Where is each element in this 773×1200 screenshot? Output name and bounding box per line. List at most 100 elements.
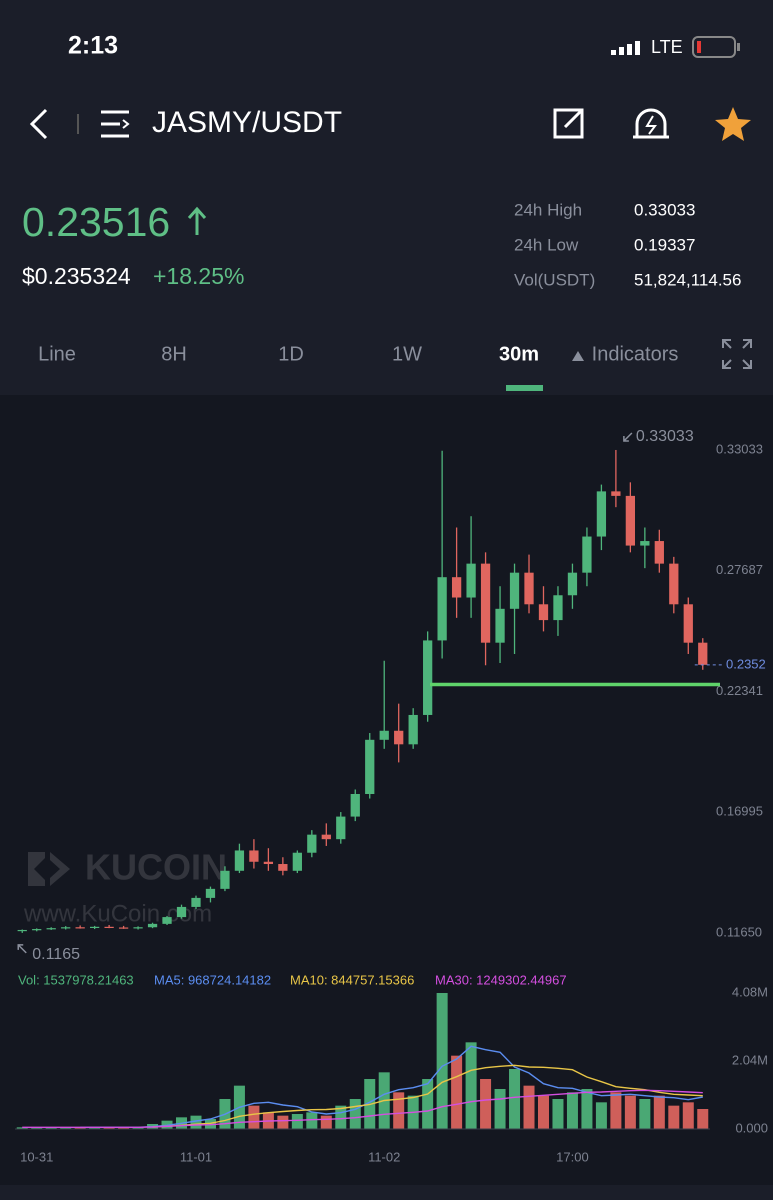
change-percent: +18.25% bbox=[153, 263, 244, 289]
candle-body bbox=[263, 861, 274, 865]
alert-button[interactable] bbox=[633, 108, 669, 139]
volume-bar bbox=[537, 1095, 549, 1129]
candle-body bbox=[17, 929, 27, 932]
status-time: 2:13 bbox=[68, 32, 118, 60]
candle-body bbox=[292, 852, 302, 871]
volume-bar bbox=[480, 1079, 492, 1129]
volume-bar bbox=[595, 1102, 607, 1129]
volume-bar bbox=[494, 1089, 506, 1129]
candle-body bbox=[611, 491, 621, 496]
pair-title[interactable]: JASMY/USDT bbox=[152, 106, 342, 139]
candle-body bbox=[75, 927, 85, 929]
candle-body bbox=[669, 563, 679, 605]
candle-body bbox=[162, 917, 172, 924]
volume-bar bbox=[552, 1099, 564, 1129]
candle-body bbox=[480, 563, 491, 643]
share-button[interactable] bbox=[553, 108, 584, 139]
candle-body bbox=[32, 929, 42, 931]
volume-bar bbox=[653, 1095, 665, 1129]
min-label: 0.1165 bbox=[32, 946, 80, 963]
volume-bar bbox=[335, 1105, 347, 1129]
candle-body bbox=[336, 816, 346, 840]
status-network: LTE bbox=[651, 37, 683, 57]
candle-body bbox=[524, 572, 534, 605]
volume-bar bbox=[31, 1127, 43, 1129]
back-button[interactable] bbox=[29, 108, 48, 140]
y-tick-label: 0.16995 bbox=[716, 804, 763, 819]
signal-icon bbox=[611, 41, 640, 55]
candle-body bbox=[46, 928, 56, 930]
candle-body bbox=[683, 604, 693, 643]
tab[interactable]: 1D bbox=[278, 343, 304, 365]
favorite-star[interactable] bbox=[715, 107, 751, 141]
candle-body bbox=[582, 536, 592, 573]
y-tick-label: 0.27687 bbox=[716, 562, 763, 577]
volume-bar bbox=[422, 1079, 434, 1129]
candle-body bbox=[118, 927, 129, 929]
volume-bar bbox=[639, 1099, 651, 1129]
volume-bar bbox=[451, 1055, 463, 1129]
volume-bar bbox=[697, 1109, 709, 1129]
candle-body bbox=[350, 794, 360, 817]
tab[interactable]: 1W bbox=[392, 343, 422, 365]
ma-line bbox=[152, 1064, 703, 1128]
fullscreen-button[interactable] bbox=[722, 339, 752, 369]
volume-bar bbox=[610, 1092, 622, 1129]
x-tick-label: 11-01 bbox=[180, 1149, 212, 1164]
tab[interactable]: 8H bbox=[161, 343, 187, 365]
stat-value: 0.33033 bbox=[634, 200, 695, 219]
tabs: Line 8H 1D 1W 30m Indicators bbox=[38, 343, 678, 365]
candle-body bbox=[104, 926, 114, 929]
volume-bar bbox=[89, 1127, 101, 1129]
volume-bar bbox=[103, 1127, 115, 1129]
candle-body bbox=[408, 714, 418, 745]
top-panel bbox=[0, 0, 773, 395]
watermark: KUCOIN www.KuCoin.com bbox=[23, 847, 227, 928]
tab-underline bbox=[506, 385, 543, 391]
candle-body bbox=[625, 495, 635, 546]
candle-body bbox=[466, 563, 476, 598]
stat-value: 0.19337 bbox=[634, 235, 695, 254]
candle-body bbox=[278, 864, 288, 871]
candle-body bbox=[394, 730, 404, 745]
ma-line bbox=[80, 1045, 703, 1129]
candle-body bbox=[509, 572, 520, 609]
menu-button[interactable] bbox=[101, 110, 130, 138]
y-tick-label: 0.11650 bbox=[716, 924, 762, 939]
volume-bar bbox=[45, 1127, 57, 1129]
tab[interactable]: Line bbox=[38, 343, 76, 365]
candle-body bbox=[147, 923, 158, 928]
bottom-strip bbox=[0, 1185, 773, 1200]
last-price: 0.23516 bbox=[22, 199, 170, 245]
tab[interactable]: Indicators bbox=[592, 343, 679, 365]
volume-bar bbox=[393, 1092, 405, 1129]
y-tick-label: 0.22341 bbox=[716, 683, 763, 698]
usd-price: $0.235324 bbox=[22, 263, 131, 289]
candle-body bbox=[234, 850, 245, 871]
tab[interactable]: 30m bbox=[499, 343, 539, 365]
candle-body bbox=[220, 870, 230, 889]
ma-legend: MA10: 844757.15366 bbox=[290, 972, 414, 987]
volume-bar bbox=[16, 1127, 28, 1129]
ma-legend: MA5: 968724.14182 bbox=[154, 972, 271, 987]
volume-bar bbox=[349, 1099, 361, 1129]
candle-body bbox=[365, 739, 375, 795]
stats: 24h High 0.33033 24h Low 0.19337 Vol(USDT) 51… bbox=[514, 200, 741, 289]
ma-legend: MA30: 1249302.44967 bbox=[435, 972, 567, 987]
chart-panel bbox=[0, 395, 773, 1185]
volume-bar bbox=[320, 1115, 332, 1129]
volume-bar bbox=[436, 993, 448, 1129]
battery-icon bbox=[692, 36, 740, 58]
y-tick-label: 0.33033 bbox=[716, 441, 763, 456]
x-tick-label: 17:00 bbox=[556, 1149, 589, 1164]
volume-bar bbox=[277, 1115, 289, 1129]
max-arrow bbox=[623, 432, 633, 442]
candle-body bbox=[379, 730, 389, 740]
volume-tick-label: 4.08M bbox=[732, 984, 768, 999]
candle-body bbox=[307, 834, 317, 853]
candle-body bbox=[553, 595, 563, 621]
candle-body bbox=[567, 572, 578, 596]
volume-bar bbox=[668, 1105, 680, 1129]
candle-body bbox=[640, 541, 650, 546]
